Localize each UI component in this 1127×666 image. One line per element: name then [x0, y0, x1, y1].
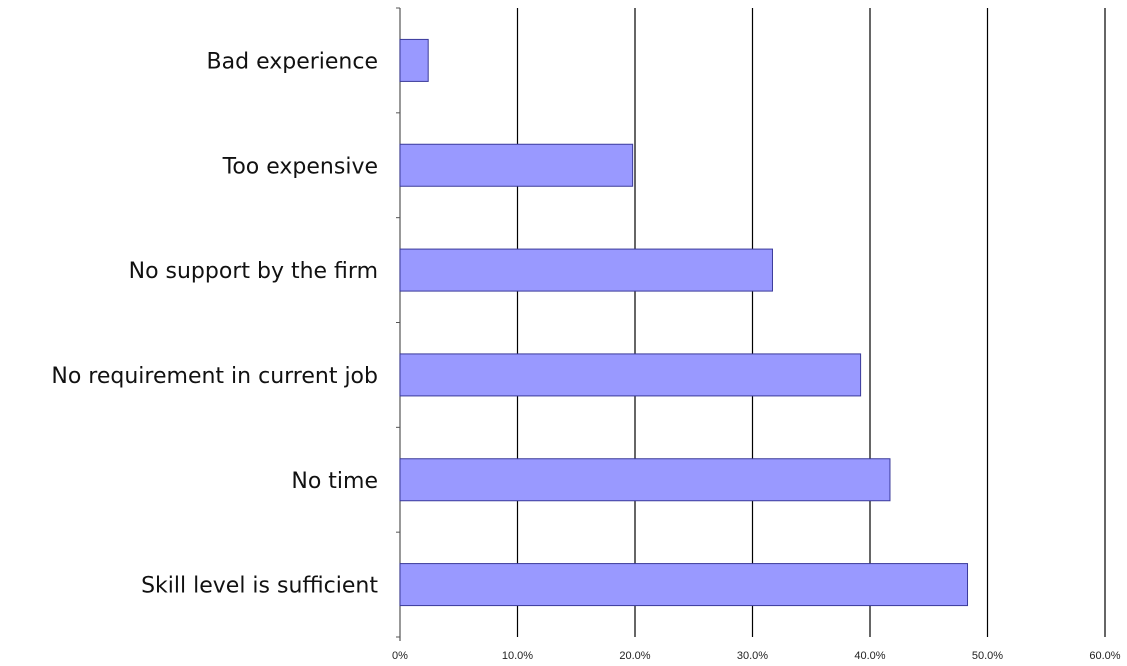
category-label: No time: [291, 469, 378, 494]
gridlines: [516, 8, 1106, 637]
bar: [399, 248, 773, 292]
bar: [399, 563, 969, 607]
category-label: Skill level is sufficient: [141, 574, 378, 599]
x-tick-label: 10.0%: [502, 650, 533, 662]
bar: [399, 143, 634, 187]
bars: [399, 38, 969, 607]
category-label: Too expensive: [222, 154, 378, 179]
x-tick-label: 30.0%: [737, 650, 768, 662]
y-axis: [396, 7, 401, 641]
x-tick-label: 0%: [392, 650, 408, 662]
bar: [399, 458, 891, 502]
category-label: Bad experience: [207, 49, 378, 74]
category-labels: Bad experience Too expensive No support by…: [51, 49, 378, 598]
x-tick-label: 40.0%: [854, 650, 885, 662]
x-tick-label: 50.0%: [972, 650, 1003, 662]
x-tick-label: 20.0%: [619, 650, 650, 662]
category-label: No support by the firm: [129, 259, 378, 284]
category-label: No requirement in current job: [51, 364, 378, 389]
bar: [399, 38, 429, 82]
bar: [399, 353, 862, 397]
x-tick-label: 60.0%: [1089, 650, 1120, 662]
x-tick-labels: 0% 10.0% 20.0% 30.0% 40.0% 50.0% 60.0%: [392, 650, 1121, 662]
